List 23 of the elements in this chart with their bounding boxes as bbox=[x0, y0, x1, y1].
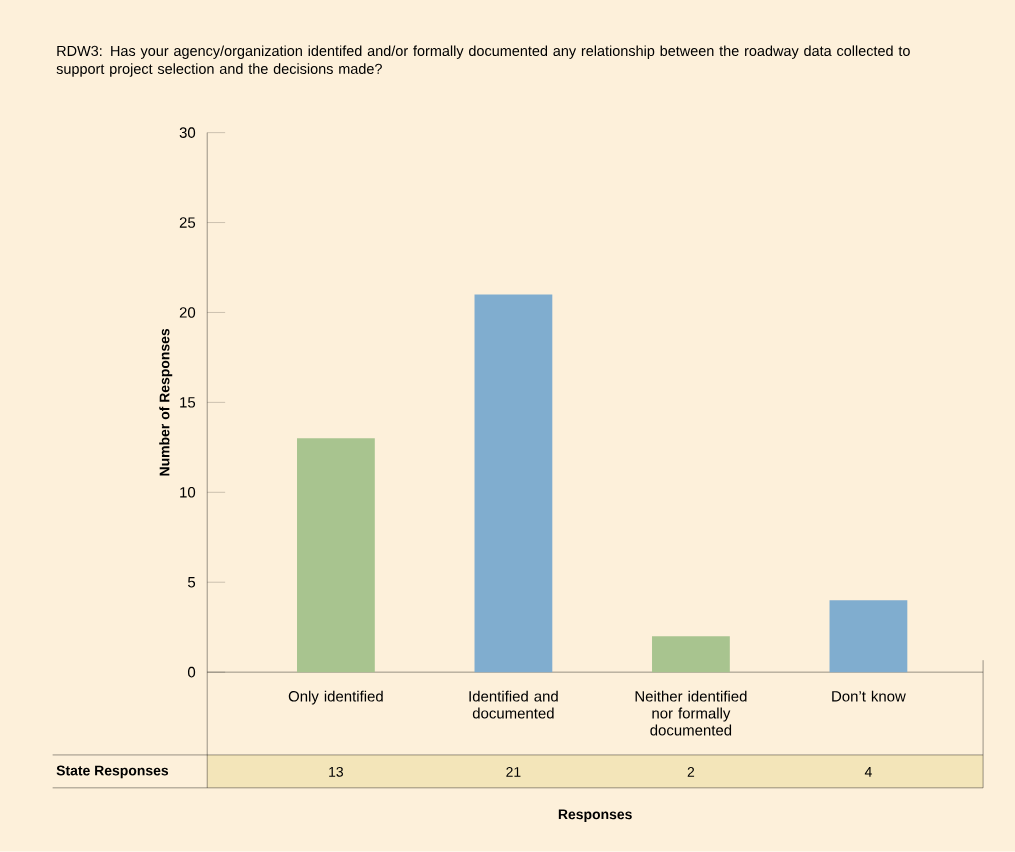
y-tick-label: 0 bbox=[187, 667, 196, 678]
y-tick-label: 15 bbox=[180, 397, 196, 408]
bar bbox=[297, 438, 375, 673]
data-label: 13 bbox=[329, 767, 344, 777]
y-tick-label: 30 bbox=[179, 127, 196, 139]
bar bbox=[474, 294, 553, 673]
y-tick-label: 20 bbox=[179, 307, 196, 318]
data-label: 4 bbox=[864, 767, 872, 777]
y-tick-label: 10 bbox=[180, 487, 196, 498]
bar bbox=[652, 636, 730, 673]
text: State Responses bbox=[56, 765, 169, 779]
y-tick-label: 5 bbox=[187, 577, 196, 588]
text: Responses bbox=[558, 809, 632, 823]
bar bbox=[829, 600, 908, 673]
data-label: 2 bbox=[687, 767, 695, 777]
x-tick-label: Neither identified nor formally documented bbox=[635, 690, 747, 736]
x-tick-label: Identified and documented bbox=[469, 690, 558, 719]
y-tick-label: 25 bbox=[179, 217, 196, 229]
x-tick-label: Don’t know bbox=[832, 690, 906, 702]
x-tick-label: Only identified bbox=[288, 690, 383, 705]
chart-title: RDW3: Has your agency/organization identifed and/or formally documented any relationship between the roadway data collected to support project selection and the decisions made? bbox=[56, 45, 910, 77]
y-axis-title: Number of Responses bbox=[159, 329, 173, 476]
data-label: 21 bbox=[506, 767, 521, 777]
